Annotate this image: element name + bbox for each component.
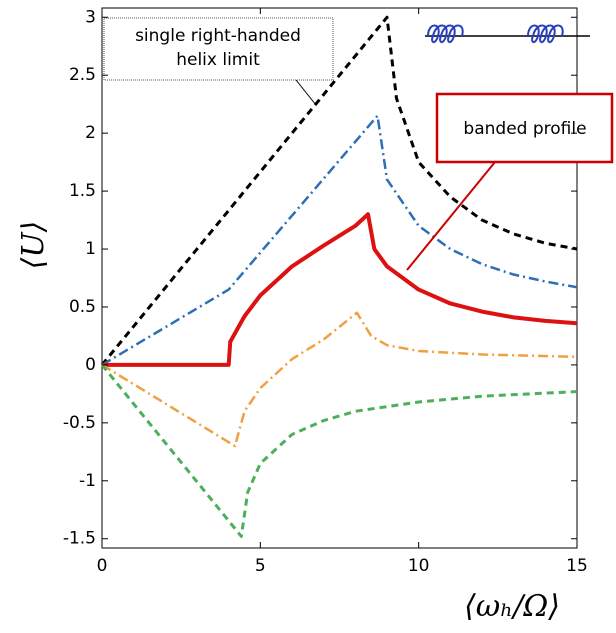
x-tick-label: 0 <box>97 556 108 576</box>
annotation-text: helix limit <box>176 50 260 70</box>
annotation-arrow <box>406 161 496 271</box>
y-axis-label: ⟨U⟩ <box>16 221 51 270</box>
series-line <box>101 311 578 448</box>
x-tick-label: 5 <box>255 556 266 576</box>
annotation-text: banded profile <box>463 119 586 139</box>
y-tick-label: 2 <box>85 123 96 143</box>
plot-frame <box>101 7 578 549</box>
series-line <box>102 212 578 367</box>
y-tick-label: 3 <box>85 7 96 27</box>
y-tick-label: 0 <box>85 355 96 375</box>
y-tick-label: -1 <box>79 471 96 491</box>
y-tick-label: 1 <box>85 239 96 259</box>
series-line <box>101 114 578 366</box>
annotation-text: single right-handed <box>135 26 301 46</box>
y-tick-label: 2.5 <box>69 65 96 85</box>
helix-icon <box>425 24 590 43</box>
x-tick-label: 15 <box>566 556 588 576</box>
y-tick-label: -1.5 <box>63 529 96 549</box>
annotation-box <box>435 92 614 164</box>
annotation-box <box>103 17 334 81</box>
series-line <box>100 363 578 538</box>
x-axis-label: ⟨ωₕ/Ω⟩ <box>464 589 560 624</box>
y-tick-label: 1.5 <box>69 181 96 201</box>
y-tick-label: 0.5 <box>69 297 96 317</box>
y-tick-label: -0.5 <box>63 413 96 433</box>
x-tick-label: 10 <box>408 556 430 576</box>
annotation-arrow <box>295 79 317 106</box>
